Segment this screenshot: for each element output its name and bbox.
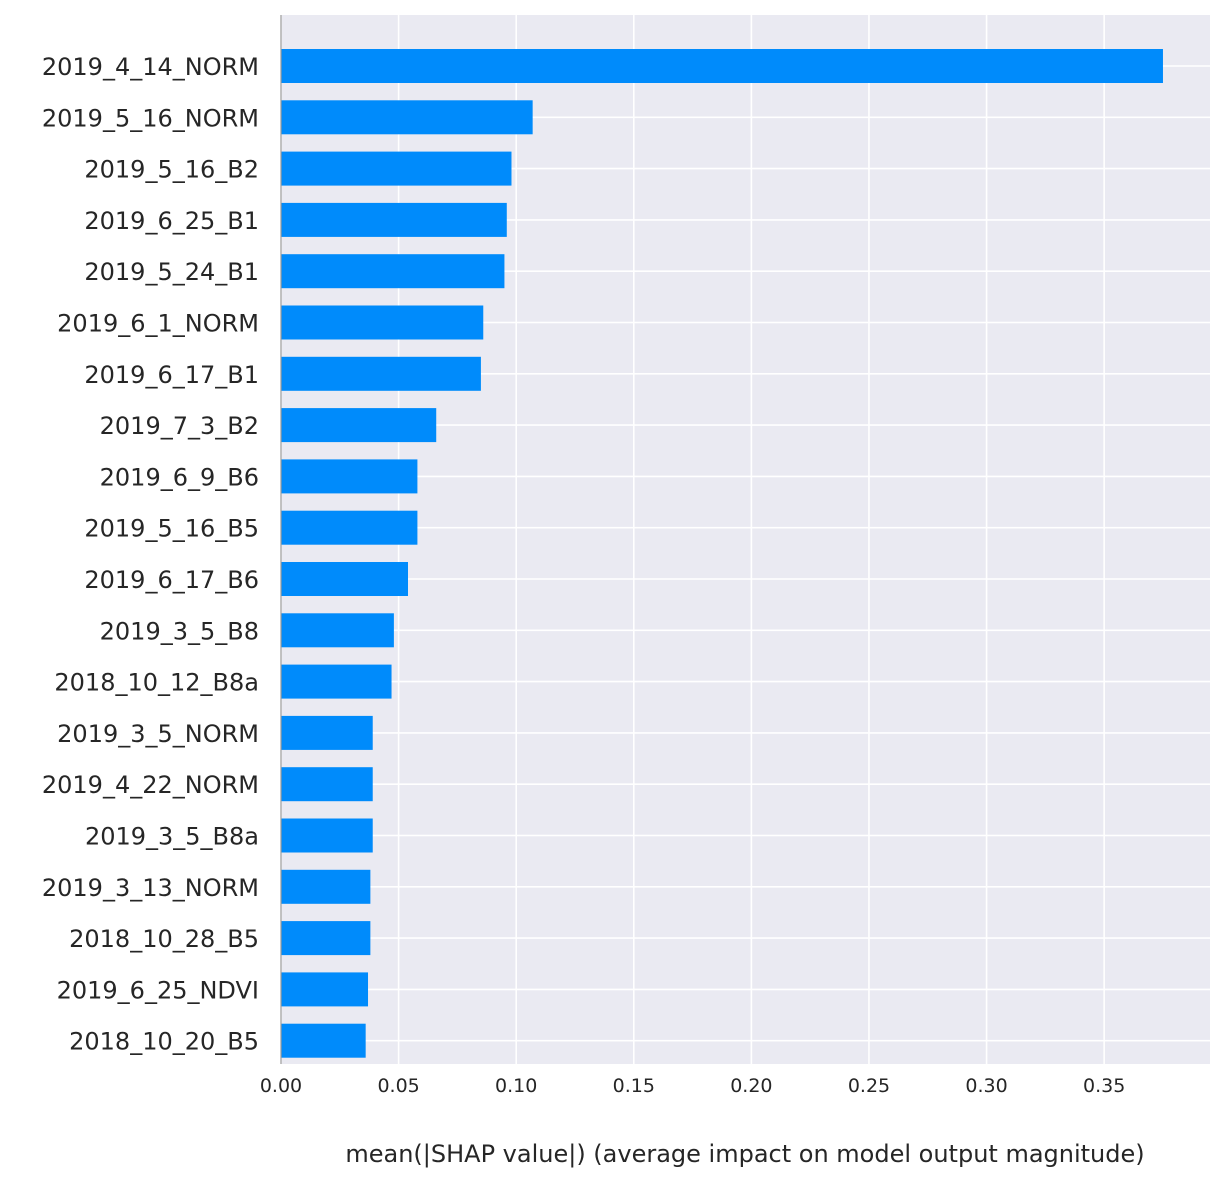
bar-2019_6_1_NORM	[281, 305, 484, 340]
x-tick-label: 0.05	[377, 1075, 419, 1097]
category-label: 2018_10_20_B5	[69, 1028, 259, 1056]
bar-2019_6_17_B6	[281, 562, 409, 596]
x-tick-label: 0.25	[848, 1075, 890, 1097]
bar-2019_5_16_B2	[281, 151, 512, 186]
category-label: 2019_4_14_NORM	[42, 53, 259, 81]
bar-2019_3_5_B8	[281, 613, 394, 648]
x-tick-labels: 0.00 0.05 0.10 0.15 0.20 0.25 0.30 0.35	[260, 1075, 1125, 1097]
bar-2018_10_12_B8a	[281, 664, 392, 699]
x-tick-label: 0.10	[495, 1075, 537, 1097]
bars	[281, 49, 1163, 1058]
bar-2019_7_3_B2	[281, 408, 437, 443]
bar-2019_5_16_NORM	[281, 100, 533, 135]
category-label: 2019_6_25_B1	[84, 207, 259, 235]
category-label: 2019_7_3_B2	[100, 412, 259, 440]
x-tick-label: 0.00	[260, 1075, 302, 1097]
bar-2019_5_24_B1	[281, 254, 505, 289]
category-label: 2018_10_28_B5	[69, 925, 259, 953]
bar-2019_6_25_NDVI	[281, 972, 369, 1007]
category-label: 2019_3_5_NORM	[57, 720, 259, 748]
category-label: 2019_6_17_B1	[84, 361, 259, 389]
bar-2019_6_17_B1	[281, 356, 481, 391]
bar-2019_3_13_NORM	[281, 869, 371, 904]
bar-2019_3_5_NORM	[281, 715, 373, 750]
x-tick-label: 0.35	[1083, 1075, 1125, 1097]
category-label: 2019_5_16_B5	[84, 515, 259, 543]
x-tick-label: 0.30	[965, 1075, 1007, 1097]
category-label: 2019_5_16_NORM	[42, 104, 259, 132]
category-label: 2019_4_22_NORM	[42, 771, 259, 799]
category-label: 2019_5_24_B1	[84, 258, 259, 286]
x-axis-title: mean(|SHAP value|) (average impact on mo…	[345, 1140, 1144, 1168]
category-label: 2019_6_25_NDVI	[57, 976, 259, 1004]
plot-background	[281, 15, 1210, 1064]
bar-2019_4_14_NORM	[281, 49, 1163, 83]
bar-2019_6_9_B6	[281, 459, 418, 494]
category-label: 2019_6_1_NORM	[57, 310, 259, 338]
category-label: 2019_6_17_B6	[84, 566, 259, 594]
x-tick-label: 0.20	[730, 1075, 772, 1097]
bar-2019_5_16_B5	[281, 510, 418, 545]
category-label: 2019_3_5_B8a	[85, 823, 259, 851]
x-tick-label: 0.15	[613, 1075, 655, 1097]
bar-2018_10_28_B5	[281, 921, 371, 956]
bar-2018_10_20_B5	[281, 1023, 366, 1058]
category-label: 2019_6_9_B6	[100, 463, 259, 491]
bar-2019_4_22_NORM	[281, 767, 373, 802]
bar-2019_6_25_B1	[281, 202, 507, 237]
category-label: 2019_3_13_NORM	[42, 874, 259, 902]
bar-2019_3_5_B8a	[281, 818, 373, 853]
category-label: 2018_10_12_B8a	[54, 669, 259, 697]
category-labels: 2019_4_14_NORM 2019_5_16_NORM 2019_5_16_B2…	[42, 53, 259, 1056]
category-label: 2019_3_5_B8	[100, 617, 259, 645]
category-label: 2019_5_16_B2	[84, 156, 259, 184]
